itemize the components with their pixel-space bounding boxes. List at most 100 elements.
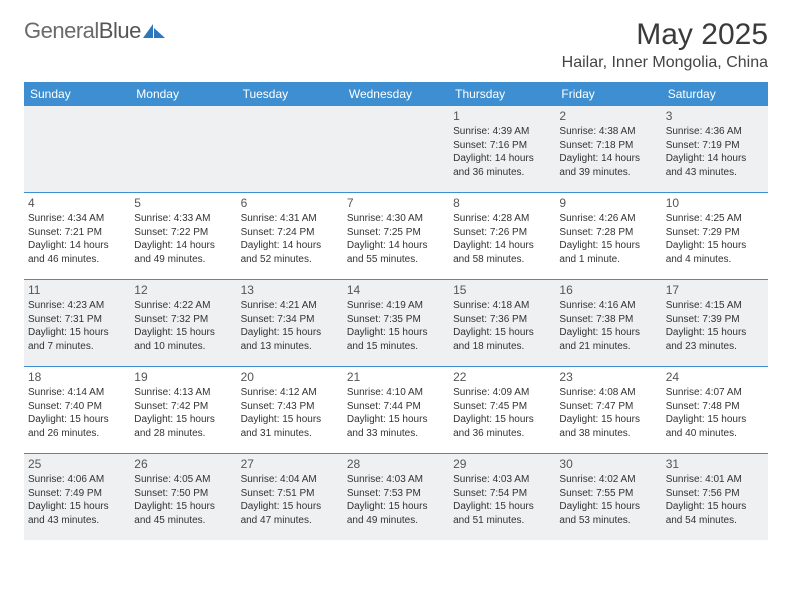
sunset-text: Sunset: 7:24 PM: [241, 226, 339, 240]
sunrise-text: Sunrise: 4:31 AM: [241, 212, 339, 226]
sunset-text: Sunset: 7:43 PM: [241, 400, 339, 414]
calendar-day: 27Sunrise: 4:04 AMSunset: 7:51 PMDayligh…: [237, 454, 343, 540]
daylight-text: Daylight: 15 hours and 51 minutes.: [453, 500, 551, 527]
day-number: 10: [666, 195, 764, 211]
sunset-text: Sunset: 7:25 PM: [347, 226, 445, 240]
day-number: 20: [241, 369, 339, 385]
day-number: 9: [559, 195, 657, 211]
calendar-day: 12Sunrise: 4:22 AMSunset: 7:32 PMDayligh…: [130, 280, 236, 366]
sunset-text: Sunset: 7:56 PM: [666, 487, 764, 501]
calendar-day: 19Sunrise: 4:13 AMSunset: 7:42 PMDayligh…: [130, 367, 236, 453]
weekday-label: Thursday: [449, 82, 555, 106]
daylight-text: Daylight: 15 hours and 31 minutes.: [241, 413, 339, 440]
sunset-text: Sunset: 7:48 PM: [666, 400, 764, 414]
calendar-day: 24Sunrise: 4:07 AMSunset: 7:48 PMDayligh…: [662, 367, 768, 453]
logo: GeneralBlue: [24, 18, 167, 44]
sunset-text: Sunset: 7:49 PM: [28, 487, 126, 501]
sunset-text: Sunset: 7:35 PM: [347, 313, 445, 327]
sunrise-text: Sunrise: 4:12 AM: [241, 386, 339, 400]
daylight-text: Daylight: 14 hours and 36 minutes.: [453, 152, 551, 179]
sunset-text: Sunset: 7:29 PM: [666, 226, 764, 240]
day-number: 11: [28, 282, 126, 298]
calendar-day: 28Sunrise: 4:03 AMSunset: 7:53 PMDayligh…: [343, 454, 449, 540]
sunrise-text: Sunrise: 4:09 AM: [453, 386, 551, 400]
weekday-label: Saturday: [662, 82, 768, 106]
sunset-text: Sunset: 7:26 PM: [453, 226, 551, 240]
calendar-week: 11Sunrise: 4:23 AMSunset: 7:31 PMDayligh…: [24, 279, 768, 366]
daylight-text: Daylight: 15 hours and 7 minutes.: [28, 326, 126, 353]
daylight-text: Daylight: 15 hours and 18 minutes.: [453, 326, 551, 353]
daylight-text: Daylight: 14 hours and 46 minutes.: [28, 239, 126, 266]
calendar-day: 30Sunrise: 4:02 AMSunset: 7:55 PMDayligh…: [555, 454, 661, 540]
daylight-text: Daylight: 15 hours and 40 minutes.: [666, 413, 764, 440]
logo-part2: Blue: [99, 18, 141, 43]
sunrise-text: Sunrise: 4:21 AM: [241, 299, 339, 313]
day-number: 24: [666, 369, 764, 385]
weekday-label: Sunday: [24, 82, 130, 106]
daylight-text: Daylight: 15 hours and 13 minutes.: [241, 326, 339, 353]
day-number: 19: [134, 369, 232, 385]
daylight-text: Daylight: 15 hours and 26 minutes.: [28, 413, 126, 440]
sunrise-text: Sunrise: 4:01 AM: [666, 473, 764, 487]
sunrise-text: Sunrise: 4:33 AM: [134, 212, 232, 226]
daylight-text: Daylight: 14 hours and 52 minutes.: [241, 239, 339, 266]
daylight-text: Daylight: 15 hours and 15 minutes.: [347, 326, 445, 353]
daylight-text: Daylight: 15 hours and 54 minutes.: [666, 500, 764, 527]
daylight-text: Daylight: 15 hours and 28 minutes.: [134, 413, 232, 440]
header: GeneralBlue May 2025 Hailar, Inner Mongo…: [24, 18, 768, 72]
day-number: 25: [28, 456, 126, 472]
daylight-text: Daylight: 15 hours and 23 minutes.: [666, 326, 764, 353]
calendar-day: 26Sunrise: 4:05 AMSunset: 7:50 PMDayligh…: [130, 454, 236, 540]
daylight-text: Daylight: 14 hours and 55 minutes.: [347, 239, 445, 266]
sunrise-text: Sunrise: 4:13 AM: [134, 386, 232, 400]
sunrise-text: Sunrise: 4:25 AM: [666, 212, 764, 226]
calendar-day: 15Sunrise: 4:18 AMSunset: 7:36 PMDayligh…: [449, 280, 555, 366]
sunrise-text: Sunrise: 4:03 AM: [453, 473, 551, 487]
calendar-day: 16Sunrise: 4:16 AMSunset: 7:38 PMDayligh…: [555, 280, 661, 366]
weekday-label: Friday: [555, 82, 661, 106]
calendar-day: 20Sunrise: 4:12 AMSunset: 7:43 PMDayligh…: [237, 367, 343, 453]
calendar-day: 13Sunrise: 4:21 AMSunset: 7:34 PMDayligh…: [237, 280, 343, 366]
calendar-day: 18Sunrise: 4:14 AMSunset: 7:40 PMDayligh…: [24, 367, 130, 453]
daylight-text: Daylight: 15 hours and 1 minute.: [559, 239, 657, 266]
sunrise-text: Sunrise: 4:18 AM: [453, 299, 551, 313]
day-number: 30: [559, 456, 657, 472]
logo-part1: General: [24, 18, 99, 43]
sunset-text: Sunset: 7:36 PM: [453, 313, 551, 327]
sunset-text: Sunset: 7:44 PM: [347, 400, 445, 414]
daylight-text: Daylight: 15 hours and 53 minutes.: [559, 500, 657, 527]
calendar-week: 25Sunrise: 4:06 AMSunset: 7:49 PM Dayligh…: [24, 453, 768, 540]
calendar-day: 17Sunrise: 4:15 AMSunset: 7:39 PMDayligh…: [662, 280, 768, 366]
calendar-day: 4Sunrise: 4:34 AMSunset: 7:21 PMDaylight…: [24, 193, 130, 279]
sunset-text: Sunset: 7:38 PM: [559, 313, 657, 327]
location-label: Hailar, Inner Mongolia, China: [562, 54, 768, 72]
calendar-day: 11Sunrise: 4:23 AMSunset: 7:31 PMDayligh…: [24, 280, 130, 366]
day-number: 17: [666, 282, 764, 298]
day-number: 18: [28, 369, 126, 385]
day-number: 4: [28, 195, 126, 211]
logo-text: GeneralBlue: [24, 18, 141, 44]
day-number: 12: [134, 282, 232, 298]
calendar: SundayMondayTuesdayWednesdayThursdayFrid…: [24, 82, 768, 540]
calendar-day: 25Sunrise: 4:06 AMSunset: 7:49 PMDayligh…: [24, 454, 130, 540]
day-number: 22: [453, 369, 551, 385]
day-number: 7: [347, 195, 445, 211]
day-number: 28: [347, 456, 445, 472]
calendar-day: 9Sunrise: 4:26 AMSunset: 7:28 PMDaylight…: [555, 193, 661, 279]
sunrise-text: Sunrise: 4:26 AM: [559, 212, 657, 226]
sunrise-text: Sunrise: 4:28 AM: [453, 212, 551, 226]
calendar-day: 23Sunrise: 4:08 AMSunset: 7:47 PMDayligh…: [555, 367, 661, 453]
day-number: 31: [666, 456, 764, 472]
sunset-text: Sunset: 7:34 PM: [241, 313, 339, 327]
calendar-day: 10Sunrise: 4:25 AMSunset: 7:29 PMDayligh…: [662, 193, 768, 279]
sunrise-text: Sunrise: 4:22 AM: [134, 299, 232, 313]
sunrise-text: Sunrise: 4:06 AM: [28, 473, 126, 487]
calendar-day: 3Sunrise: 4:36 AMSunset: 7:19 PMDaylight…: [662, 106, 768, 192]
day-number: 8: [453, 195, 551, 211]
daylight-text: Daylight: 15 hours and 4 minutes.: [666, 239, 764, 266]
daylight-text: Daylight: 14 hours and 39 minutes.: [559, 152, 657, 179]
day-number: 1: [453, 108, 551, 124]
calendar-day: 22Sunrise: 4:09 AMSunset: 7:45 PMDayligh…: [449, 367, 555, 453]
sunset-text: Sunset: 7:28 PM: [559, 226, 657, 240]
title-block: May 2025 Hailar, Inner Mongolia, China: [562, 18, 768, 72]
